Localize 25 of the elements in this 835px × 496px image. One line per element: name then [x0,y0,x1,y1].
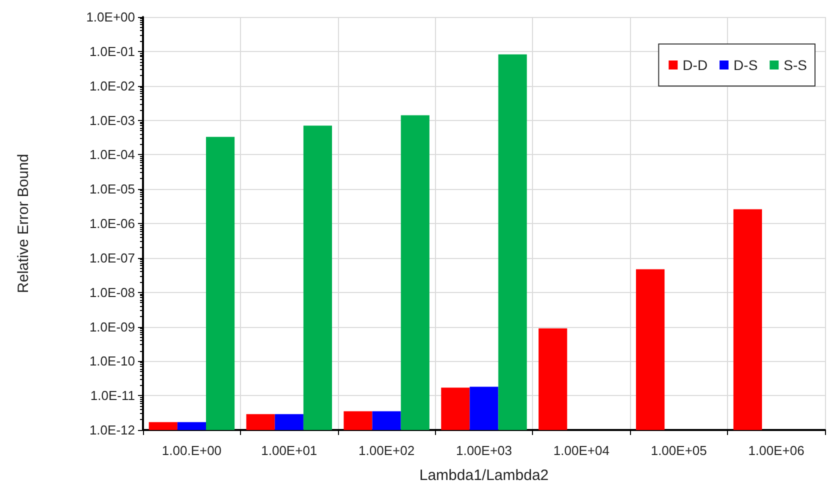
x-tick-label: 1.00E+04 [553,443,610,458]
y-tick-label: 1.0E-10 [89,354,135,369]
y-tick-label: 1.0E-04 [89,147,135,162]
y-tick-label: 1.0E-07 [89,250,135,266]
legend-label: D-S [734,57,758,73]
x-tick-label: 1.00E+02 [358,443,415,458]
x-tick-label: 1.00E+05 [650,443,707,458]
legend-label: D-D [682,57,708,73]
x-axis-title: Lambda1/Lambda2 [419,467,549,484]
x-tick-label: 1.00.E+00 [162,443,222,458]
y-tick-label: 1.0E-03 [89,112,135,128]
x-tick-label: 1.00E+06 [748,443,804,458]
y-tick-label: 1.0E-06 [89,216,135,231]
y-tick-label: 1.0E-09 [89,319,135,334]
legend-label: S-S [784,57,808,73]
y-tick-label: 1.0E+00 [86,10,135,24]
y-tick-label: 1.0E-02 [89,78,135,94]
y-axis-title: Relative Error Bound [15,154,32,294]
x-tick-label: 1.00E+01 [261,443,318,458]
y-tick-label: 1.0E-08 [89,284,135,300]
y-tick-label: 1.0E-11 [90,388,135,404]
y-tick-label: 1.0E-05 [89,182,135,197]
y-tick-label: 1.0E-12 [89,422,135,438]
y-tick-label: 1.0E-01 [89,44,135,59]
x-tick-label: 1.00E+03 [456,443,512,458]
